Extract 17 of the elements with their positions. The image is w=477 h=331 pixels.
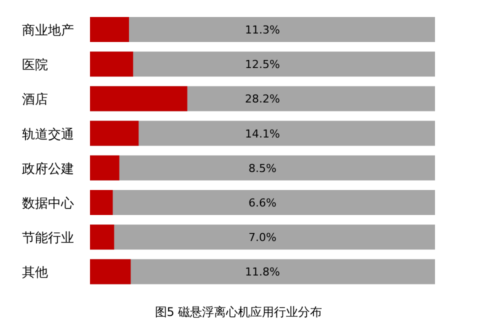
y-tick-label: 节能行业: [22, 231, 74, 246]
y-tick-label: 其他: [22, 266, 48, 281]
y-tick-label: 政府公建: [22, 160, 74, 177]
y-tick-label: 轨道交通: [22, 126, 74, 142]
data-label: 7.0%: [248, 231, 276, 244]
data-label: 14.1%: [245, 127, 280, 140]
y-tick-label: 数据中心: [22, 196, 74, 212]
y-tick-label: 酒店: [22, 92, 48, 108]
data-label: 6.6%: [248, 196, 276, 210]
data-label: 8.5%: [248, 162, 276, 175]
text: 图5 磁悬浮离心机应用行业分布: [154, 305, 322, 319]
y-tick-label: 商业地产: [22, 24, 74, 38]
data-label: 28.2%: [245, 92, 280, 106]
data-label: 11.3%: [245, 24, 280, 36]
y-tick-label: 医院: [22, 58, 48, 74]
data-label: 11.8%: [245, 266, 280, 279]
data-label: 12.5%: [245, 58, 280, 72]
